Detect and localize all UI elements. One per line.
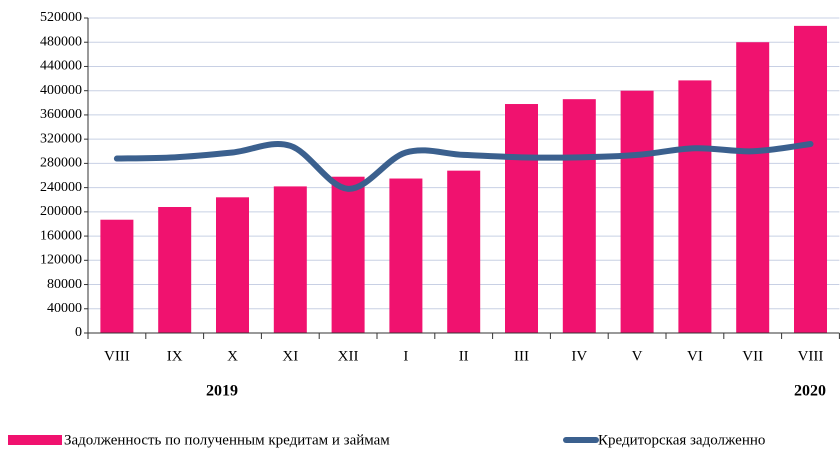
x-tick-label: VIII [104,348,130,364]
y-tick-label: 480000 [40,34,82,49]
bar [678,80,712,334]
x-tick-label: IV [571,348,587,364]
line [113,141,814,192]
x-tick-label: V [632,348,643,364]
x-tick-label: XII [338,348,359,364]
x-tick-label: VIII [798,348,824,364]
bar [447,170,481,333]
y-tick-label: 520000 [40,10,82,25]
y-tick-label: 120000 [40,253,82,268]
year-label: 2019 [206,383,238,400]
bar [620,90,654,333]
legend-label: Задолженность по полученным кредитам и з… [64,432,390,448]
bar [736,42,770,333]
x-tick-label: VII [742,348,763,364]
bar [273,186,307,333]
bar [331,176,365,333]
y-tick-label: 400000 [40,83,82,98]
bar [100,219,134,333]
x-tick-label: II [459,348,469,364]
y-tick-label: 440000 [40,59,82,74]
x-tick-label: IX [167,348,183,364]
legend-label: Кредиторская задолженно [598,432,765,448]
y-tick-label: 40000 [47,301,82,316]
x-tick-label: XI [282,348,298,364]
bar [505,104,538,334]
y-tick-label: 320000 [40,131,82,146]
y-tick-label: 280000 [40,156,82,171]
x-tick-label: VI [687,348,703,364]
y-tick-label: 200000 [40,204,82,219]
bar [794,25,827,333]
x-tick-label: X [227,348,238,364]
bar [216,197,249,333]
legend-swatch [8,435,62,445]
y-tick-label: 240000 [40,180,82,195]
y-tick-label: 80000 [47,277,82,292]
y-tick-label: 360000 [40,107,82,122]
y-tick-label: 160000 [40,228,82,243]
x-tick-label: III [514,348,529,364]
year-label: 2020 [794,383,826,400]
bar [158,207,192,333]
y-tick-label: 0 [75,325,82,340]
x-tick-label: I [403,348,408,364]
bar [562,99,596,333]
bar [389,178,423,333]
